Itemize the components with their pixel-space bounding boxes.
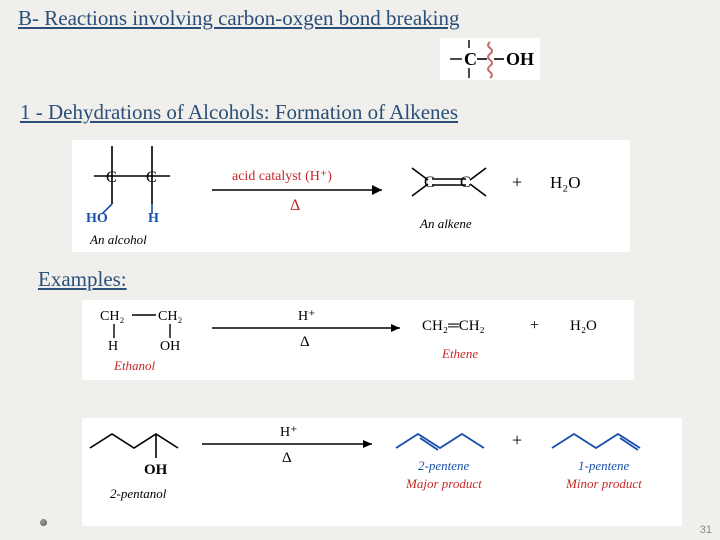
arrow-delta: Δ	[290, 197, 300, 214]
ho-label: HO	[86, 211, 108, 226]
general-scheme-figure: C C HO H An alcohol acid catalyst (H⁺) Δ…	[72, 140, 630, 252]
h-label: H	[148, 211, 159, 226]
svg-text:C: C	[460, 174, 471, 191]
product-label: An alkene	[419, 216, 472, 231]
svg-text:Δ: Δ	[300, 334, 310, 350]
svg-text:C: C	[106, 169, 117, 186]
svg-text:Δ: Δ	[282, 450, 292, 466]
2pentene-label: 2-pentene	[418, 458, 469, 473]
svg-text:+: +	[512, 430, 522, 450]
bond-break-figure: C OH	[440, 38, 540, 80]
minor-label: Minor product	[565, 476, 642, 491]
arrow-top-label: acid catalyst (H⁺)	[232, 169, 332, 184]
svg-text:C: C	[146, 169, 157, 186]
svg-text:CH₂: CH₂	[158, 309, 182, 324]
plus: +	[512, 172, 522, 192]
reactant-label: An alcohol	[89, 232, 147, 247]
svg-text:CH₂: CH₂	[100, 309, 124, 324]
svg-text:H₂O: H₂O	[570, 318, 597, 334]
svg-text:C: C	[464, 49, 477, 69]
ethene-formula: CH₂═CH₂	[422, 318, 485, 334]
svg-text:H⁺: H⁺	[298, 309, 316, 324]
svg-text:OH: OH	[506, 49, 534, 69]
ethene-label: Ethene	[441, 346, 478, 361]
svg-text:OH: OH	[144, 462, 168, 478]
svg-text:H: H	[108, 339, 118, 354]
svg-text:H⁺: H⁺	[280, 425, 298, 440]
1pentene-label: 1-pentene	[578, 458, 629, 473]
page-number: 31	[700, 524, 712, 536]
major-label: Major product	[405, 476, 482, 491]
svg-text:OH: OH	[160, 339, 180, 354]
pentanol-label: 2-pentanol	[110, 486, 167, 501]
page-title: B- Reactions involving carbon-oxgen bond…	[18, 6, 459, 31]
example-pentanol-figure: OH 2-pentanol H⁺ Δ 2-pentene Major produ…	[82, 418, 682, 526]
svg-text:+: +	[530, 317, 539, 334]
water: H₂O	[550, 173, 580, 192]
svg-text:C: C	[424, 174, 435, 191]
example-ethanol-figure: CH₂ CH₂ H OH Ethanol H⁺ Δ CH₂═CH₂ Ethene…	[82, 300, 634, 380]
examples-heading: Examples:	[38, 267, 127, 292]
ethanol-label: Ethanol	[113, 358, 156, 373]
section-subtitle: 1 - Dehydrations of Alcohols: Formation …	[20, 100, 458, 125]
slide-bullet	[40, 519, 47, 526]
